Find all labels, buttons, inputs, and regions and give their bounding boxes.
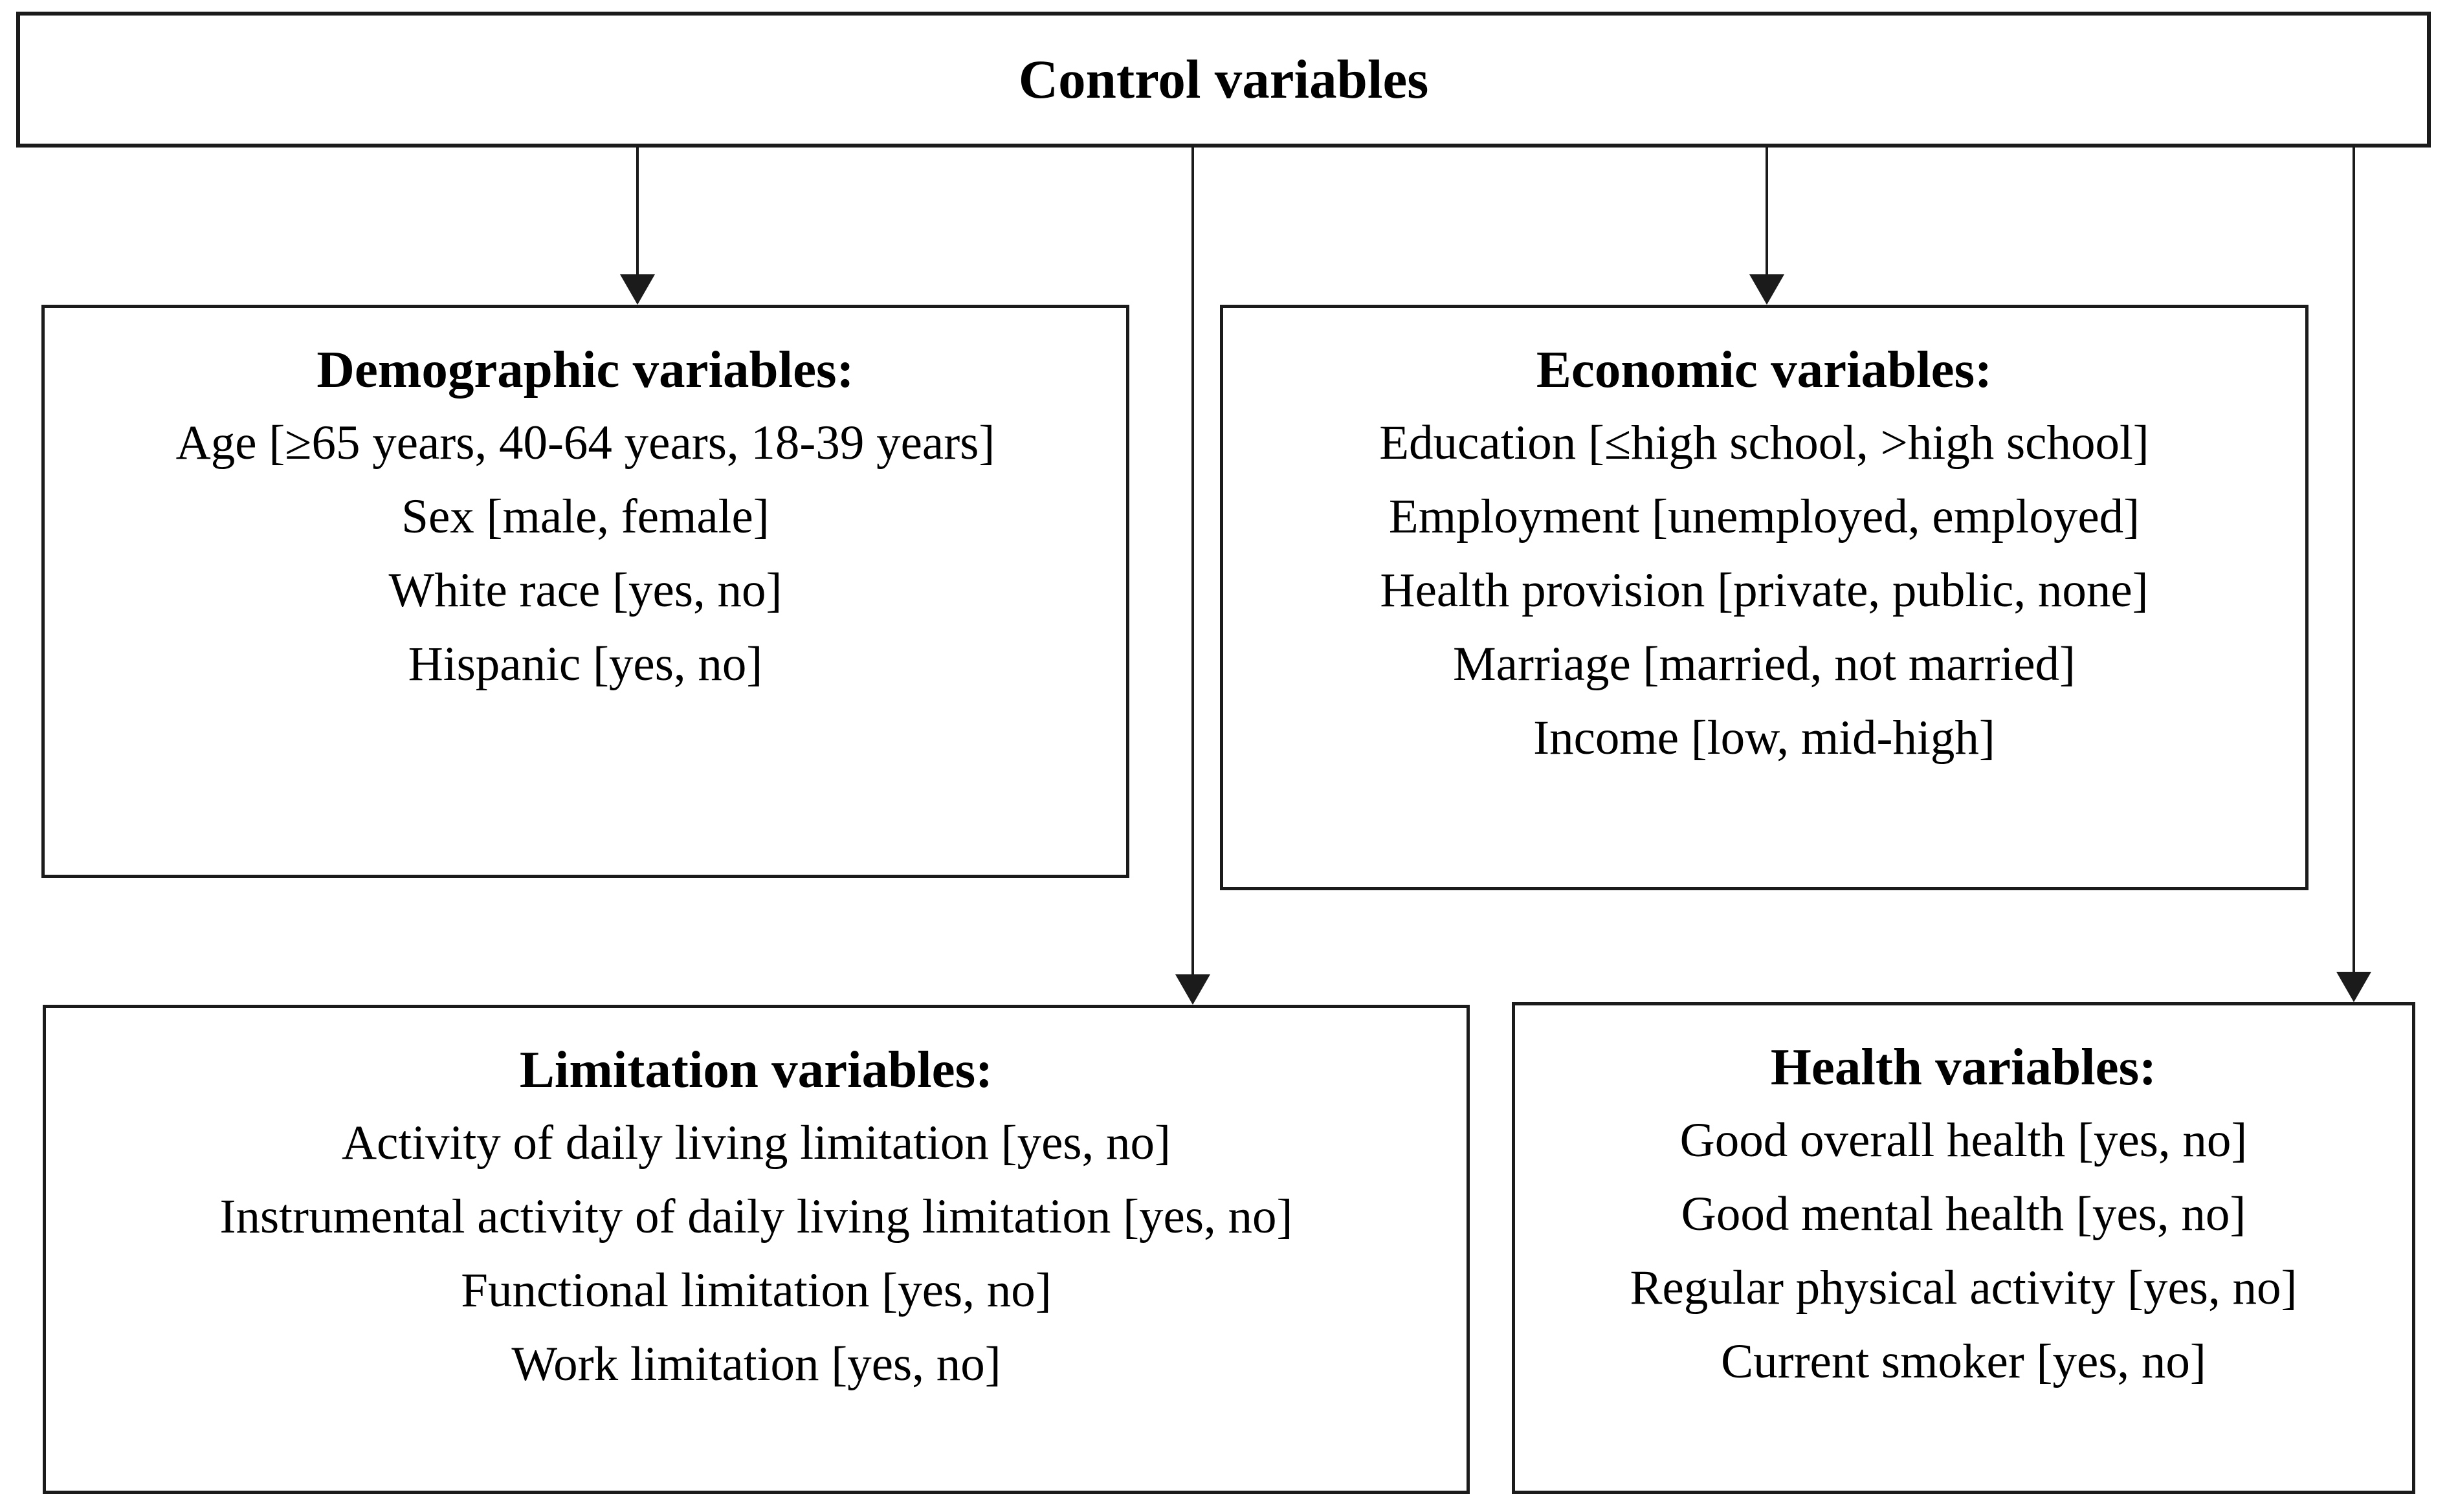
economic-variables-content: Economic variables: Education [≤high sch…	[1223, 308, 2305, 775]
arrowhead-down-icon	[2336, 972, 2371, 1002]
variable-item-sex: Sex [male, female]	[401, 490, 770, 543]
variable-item-health-provision: Health provision [private, public, none]	[1380, 564, 2149, 617]
demographic-variables-title: Demographic variables:	[316, 340, 854, 399]
variable-item-overall-health: Good overall health [yes, no]	[1679, 1113, 2248, 1167]
limitation-variables-content: Limitation variables: Activity of daily …	[46, 1008, 1467, 1401]
demographic-variables-content: Demographic variables: Age [≥65 years, 4…	[45, 308, 1126, 701]
variable-item-work-limitation: Work limitation [yes, no]	[511, 1337, 1001, 1391]
variable-item-functional-limitation: Functional limitation [yes, no]	[461, 1264, 1052, 1317]
variable-item-income: Income [low, mid-high]	[1533, 711, 1995, 765]
variable-item-hispanic: Hispanic [yes, no]	[408, 637, 763, 691]
variable-item-white-race: White race [yes, no]	[388, 564, 782, 617]
health-variables-content: Health variables: Good overall health [y…	[1515, 1005, 2412, 1399]
variable-item-marriage: Marriage [married, not married]	[1452, 637, 2076, 691]
demographic-variables-box: Demographic variables: Age [≥65 years, 4…	[41, 305, 1129, 878]
control-variables-title: Control variables	[1018, 49, 1429, 110]
arrowhead-down-icon	[1175, 974, 1210, 1005]
variable-item-education: Education [≤high school, >high school]	[1379, 416, 2149, 470]
variable-item-physical-activity: Regular physical activity [yes, no]	[1630, 1261, 2298, 1315]
health-variables-box: Health variables: Good overall health [y…	[1512, 1002, 2415, 1494]
arrow-line	[2353, 148, 2355, 974]
limitation-variables-box: Limitation variables: Activity of daily …	[43, 1005, 1470, 1494]
arrow-line	[1191, 148, 1194, 977]
arrowhead-down-icon	[620, 274, 655, 305]
control-variables-box: Control variables	[16, 12, 2431, 148]
health-variables-title: Health variables:	[1770, 1038, 2157, 1096]
variable-item-age: Age [≥65 years, 40-64 years, 18-39 years…	[175, 416, 995, 470]
economic-variables-box: Economic variables: Education [≤high sch…	[1220, 305, 2309, 890]
variable-item-current-smoker: Current smoker [yes, no]	[1721, 1335, 2206, 1388]
variable-item-employment: Employment [unemployed, employed]	[1388, 490, 2140, 543]
variable-item-adl-limitation: Activity of daily living limitation [yes…	[341, 1116, 1171, 1170]
variable-item-iadl-limitation: Instrumental activity of daily living li…	[219, 1190, 1293, 1244]
arrowhead-down-icon	[1749, 274, 1784, 305]
economic-variables-title: Economic variables:	[1536, 340, 1993, 399]
arrow-line	[636, 148, 639, 277]
limitation-variables-title: Limitation variables:	[519, 1040, 993, 1099]
arrow-line	[1766, 148, 1768, 277]
variable-item-mental-health: Good mental health [yes, no]	[1681, 1187, 2246, 1241]
